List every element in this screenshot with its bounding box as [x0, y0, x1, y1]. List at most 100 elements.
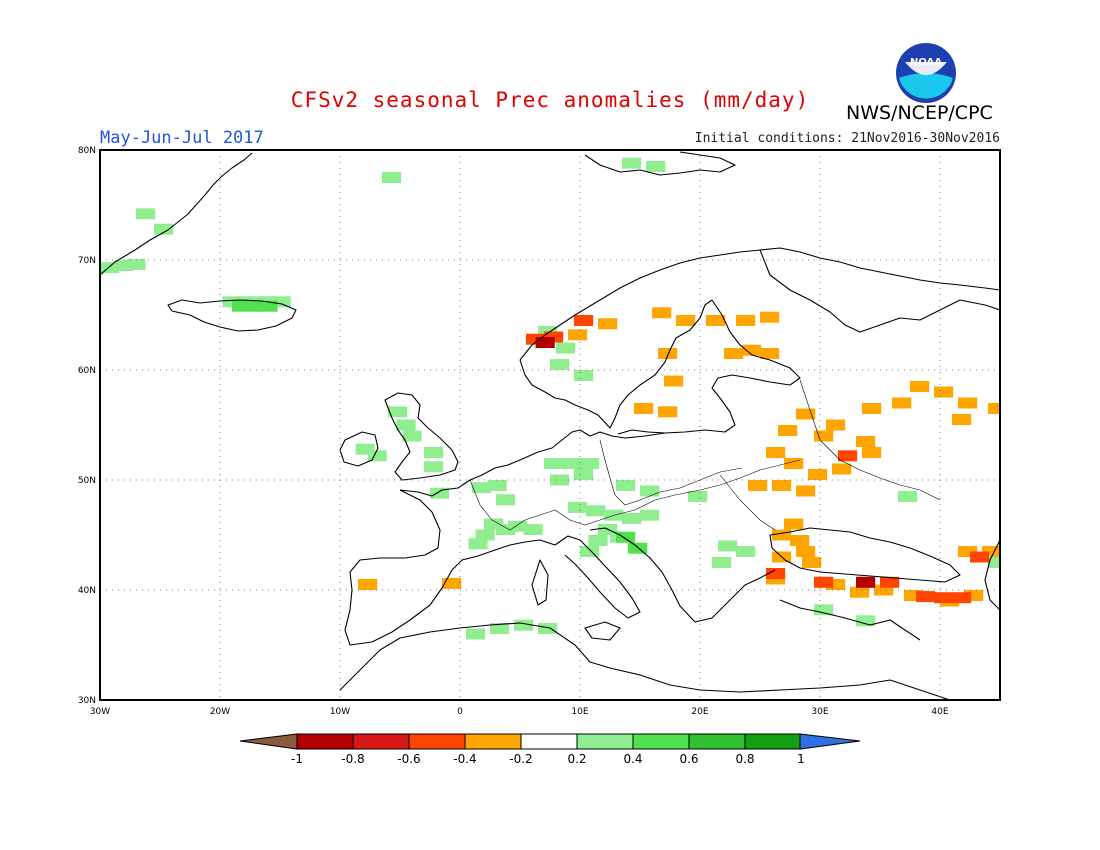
anomaly-cell — [550, 359, 570, 370]
anomaly-cell — [652, 307, 672, 319]
lat-label: 70N — [78, 256, 96, 266]
colorbar-tick: -0.4 — [453, 752, 476, 766]
anomaly-cell — [388, 406, 408, 418]
anomaly-cells — [100, 157, 1000, 640]
anomaly-cell — [862, 447, 882, 458]
anomaly-cell — [772, 480, 792, 491]
lat-label: 40N — [78, 586, 96, 596]
anomaly-cell — [772, 529, 792, 541]
anomaly-cell — [586, 505, 606, 517]
anomaly-cell — [934, 592, 954, 604]
anomaly-cell — [658, 406, 678, 418]
anomaly-cell — [382, 172, 402, 183]
anomaly-cell — [588, 535, 608, 546]
anomaly-cell — [535, 337, 555, 348]
anomaly-cell — [568, 502, 588, 513]
lat-label: 80N — [78, 146, 96, 156]
lon-label: 0 — [457, 707, 463, 717]
anomaly-cell — [544, 458, 564, 469]
anomaly-cell — [832, 463, 852, 475]
anomaly-cell — [468, 538, 488, 550]
anomaly-cell — [646, 161, 666, 172]
anomaly-cell — [598, 318, 618, 330]
anomaly-cell — [100, 262, 120, 274]
colorbar-swatch — [464, 733, 522, 750]
anomaly-cell — [114, 260, 134, 271]
anomaly-cell — [856, 576, 876, 588]
anomaly-cell — [484, 518, 504, 530]
anomaly-cell — [355, 443, 375, 455]
anomaly-cell — [508, 520, 528, 532]
lon-label: 40E — [931, 707, 948, 717]
anomaly-cell — [616, 531, 636, 543]
anomaly-cell — [475, 529, 495, 541]
anomaly-cell — [850, 586, 870, 598]
anomaly-cell — [487, 480, 507, 491]
lon-label: 10W — [330, 707, 350, 717]
anomaly-cell — [126, 258, 146, 270]
colorbar-tick: 0.4 — [623, 752, 642, 766]
anomaly-cell — [574, 469, 594, 480]
anomaly-cell — [496, 524, 516, 535]
anomaly-cell — [628, 542, 648, 554]
colorbar-tick: -1 — [291, 752, 303, 766]
lat-label: 30N — [78, 696, 96, 706]
anomaly-cell — [616, 480, 636, 491]
map-frame — [99, 149, 1001, 701]
anomaly-cell — [988, 557, 1000, 568]
anomaly-cell — [916, 591, 936, 603]
colorbar-swatch — [408, 733, 466, 750]
anomaly-cell — [550, 474, 570, 486]
lat-label: 50N — [78, 476, 96, 486]
anomaly-cell — [402, 430, 422, 442]
anomaly-cell — [796, 408, 816, 420]
agency-label: NWS/NCEP/CPC — [846, 102, 993, 124]
anomaly-cell — [814, 604, 834, 616]
anomaly-cell — [430, 487, 450, 499]
anomaly-cell — [136, 208, 156, 220]
colorbar: -1 -0.8 -0.6 -0.4 -0.2 0.2 0.4 0.6 0.8 1 — [239, 733, 861, 766]
anomaly-cell — [490, 623, 510, 634]
initial-conditions: Initial conditions: 21Nov2016-30Nov2016 — [694, 131, 1000, 146]
colorbar-tick: 0.8 — [735, 752, 754, 766]
anomaly-cell — [640, 485, 660, 497]
anomaly-cell — [760, 311, 780, 323]
colorbar-arrow-low — [239, 733, 298, 750]
anomaly-cell — [874, 584, 894, 596]
anomaly-cell — [838, 450, 858, 462]
anomaly-cell — [424, 447, 444, 458]
noaa-logo: NOAA — [896, 43, 956, 103]
anomaly-cell — [676, 315, 696, 326]
anomaly-cell — [622, 513, 642, 524]
coastlines — [100, 151, 1000, 700]
anomaly-cell — [988, 403, 1000, 414]
anomaly-cell — [442, 577, 462, 589]
anomaly-cell — [796, 546, 816, 557]
anomaly-cell — [910, 381, 930, 392]
anomaly-cell — [580, 546, 600, 557]
anomaly-cell — [964, 590, 984, 601]
anomaly-cell — [862, 403, 882, 414]
anomaly-cell — [568, 329, 588, 341]
anomaly-cell — [367, 450, 387, 462]
colorbar-tick: 0.2 — [567, 752, 586, 766]
anomaly-cell — [358, 579, 378, 590]
anomaly-cell — [154, 223, 174, 235]
colorbar-swatch — [296, 733, 354, 750]
anomaly-cell — [904, 590, 924, 601]
anomaly-cell — [958, 546, 978, 557]
anomaly-cell — [574, 315, 594, 326]
graticule — [100, 150, 1000, 700]
anomaly-cell — [724, 348, 744, 359]
anomaly-cell — [970, 551, 990, 563]
anomaly-cell — [396, 419, 416, 431]
anomaly-cell — [856, 615, 876, 627]
anomaly-cell — [766, 447, 786, 458]
colorbar-swatch — [632, 733, 690, 750]
anomaly-cell — [934, 386, 954, 398]
anomaly-cell — [766, 568, 786, 579]
anomaly-cell — [664, 375, 684, 387]
anomaly-cell — [796, 485, 816, 497]
anomaly-cell — [718, 540, 738, 552]
